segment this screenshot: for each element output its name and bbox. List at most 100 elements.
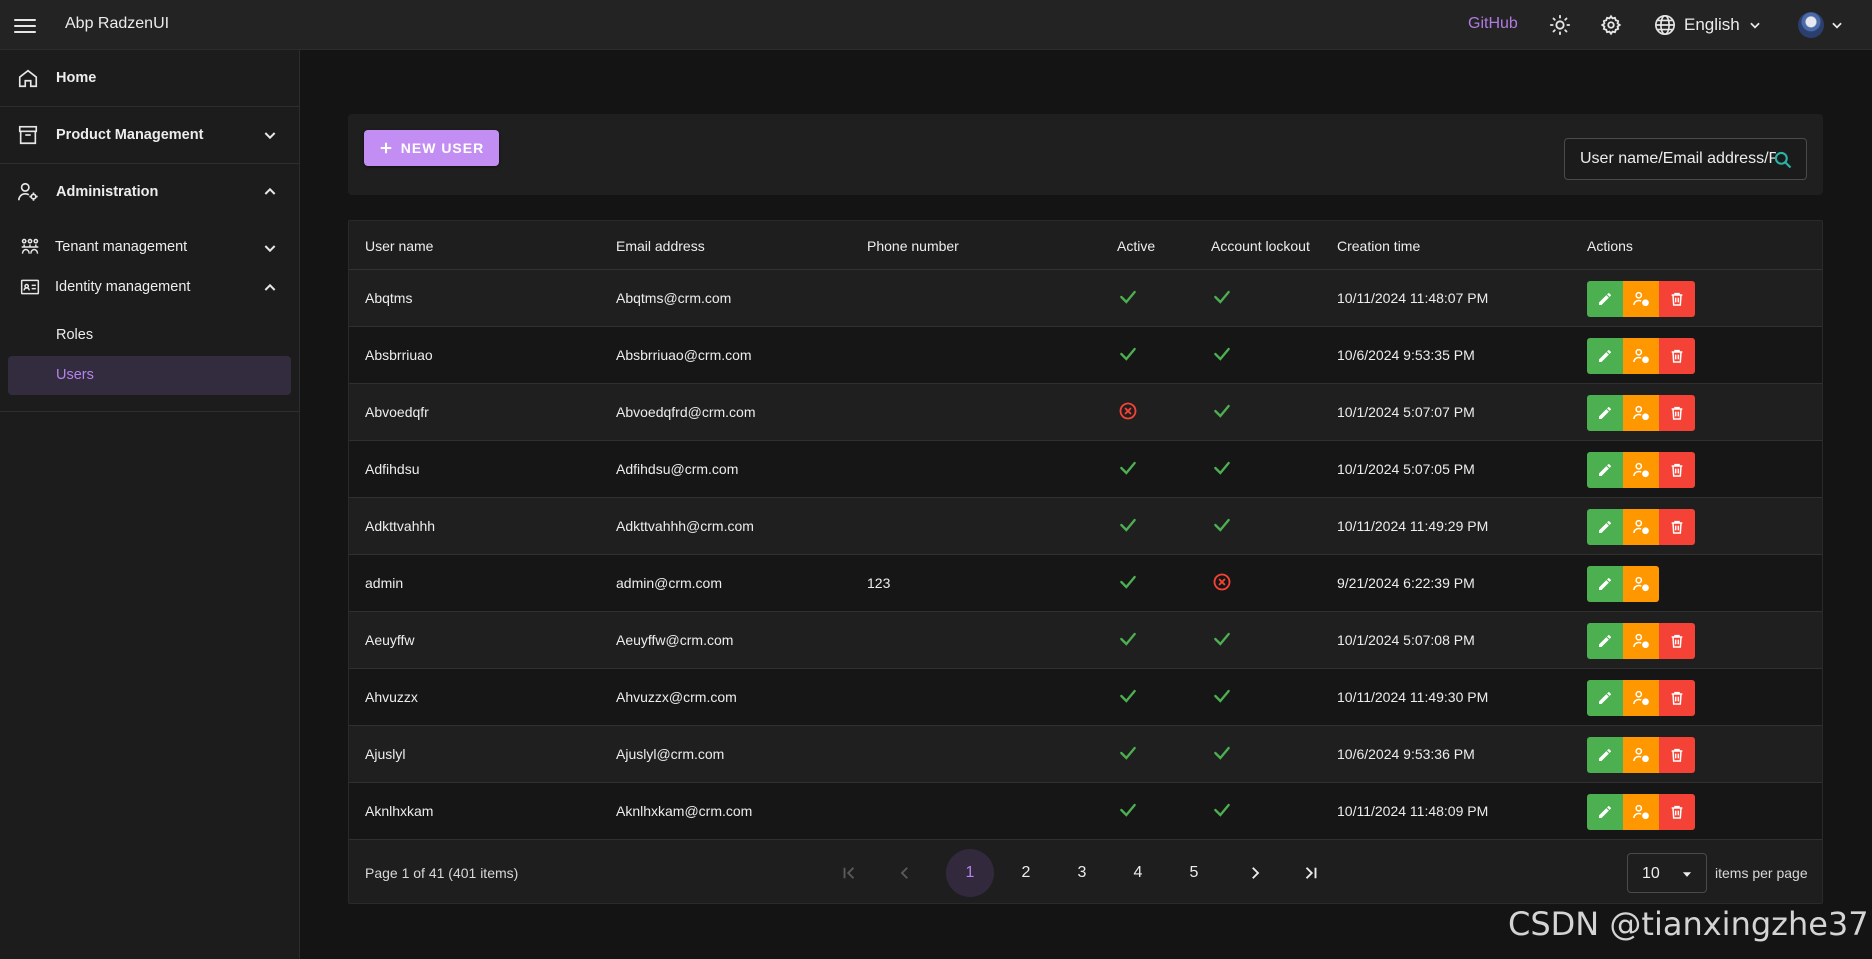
column-header-email[interactable]: Email address — [616, 238, 705, 254]
user-roles-button[interactable] — [1623, 395, 1659, 431]
previous-page-button[interactable] — [885, 853, 925, 893]
edit-button[interactable] — [1587, 737, 1623, 773]
cell-email: Absbrriuao@crm.com — [616, 347, 752, 363]
sidebar-item-product-management[interactable]: Product Management — [0, 107, 299, 163]
user-roles-button[interactable] — [1623, 509, 1659, 545]
delete-button[interactable] — [1659, 623, 1695, 659]
page-button-5[interactable]: 5 — [1189, 864, 1199, 881]
cell-email: Ajuslyl@crm.com — [616, 746, 725, 762]
cell-username: Abvoedqfr — [365, 404, 429, 420]
delete-button[interactable] — [1659, 509, 1695, 545]
table-row[interactable]: Aeuyffw Aeuyffw@crm.com 10/1/2024 5:07:08 … — [349, 612, 1822, 669]
user-menu[interactable] — [1798, 12, 1844, 38]
table-row[interactable]: Abvoedqfr Abvoedqfrd@crm.com 10/1/2024 5:0… — [349, 384, 1822, 441]
watermark: CSDN @tianxingzhe37 — [1508, 905, 1869, 943]
sidebar-item-users[interactable]: Users — [8, 356, 291, 395]
chevron-down-icon — [264, 245, 276, 253]
archive-icon — [18, 125, 38, 145]
delete-button[interactable] — [1659, 680, 1695, 716]
edit-button[interactable] — [1587, 395, 1623, 431]
sidebar-item-identity-management[interactable]: Identity management — [0, 268, 299, 308]
user-roles-button[interactable] — [1623, 338, 1659, 374]
edit-button[interactable] — [1587, 623, 1623, 659]
user-roles-icon — [1633, 462, 1649, 478]
user-roles-button[interactable] — [1623, 737, 1659, 773]
page-size-select[interactable]: 10 — [1627, 853, 1707, 893]
hamburger-icon[interactable] — [14, 15, 36, 35]
table-row[interactable]: Adkttvahhh Adkttvahhh@crm.com 10/11/2024 1… — [349, 498, 1822, 555]
column-header-phone[interactable]: Phone number — [867, 238, 959, 254]
column-header-username[interactable]: User name — [365, 238, 434, 254]
trash-icon — [1671, 292, 1683, 306]
table-row[interactable]: Abqtms Abqtms@crm.com 10/11/2024 11:48:07 … — [349, 270, 1822, 327]
chevron-left-icon — [900, 867, 908, 879]
sidebar-item-home[interactable]: Home — [0, 50, 299, 106]
page-button-4[interactable]: 4 — [1133, 864, 1143, 881]
table-row[interactable]: Adfihdsu Adfihdsu@crm.com 10/1/2024 5:07:0… — [349, 441, 1822, 498]
table-row[interactable]: Ahvuzzx Ahvuzzx@crm.com 10/11/2024 11:49:3… — [349, 669, 1822, 726]
user-roles-button[interactable] — [1623, 623, 1659, 659]
page-button-1[interactable]: 1 — [946, 849, 994, 897]
next-page-button[interactable] — [1235, 853, 1275, 893]
column-header-active[interactable]: Active — [1117, 238, 1156, 254]
sidebar-item-label: Administration — [56, 184, 159, 200]
cell-email: Adkttvahhh@crm.com — [616, 518, 754, 534]
last-page-button[interactable] — [1291, 853, 1331, 893]
table-row[interactable]: admin admin@crm.com 123 9/21/2024 6:22:39 P… — [349, 555, 1822, 612]
page-button-3[interactable]: 3 — [1077, 864, 1087, 881]
search-box — [1564, 138, 1807, 180]
sidebar-item-roles[interactable]: Roles — [8, 316, 291, 355]
column-header-lockout[interactable]: Account lockout — [1211, 238, 1310, 254]
search-input[interactable] — [1566, 140, 1776, 178]
check-icon — [1212, 458, 1232, 478]
edit-button[interactable] — [1587, 509, 1623, 545]
new-user-button[interactable]: NEW USER — [364, 130, 499, 166]
delete-button[interactable] — [1659, 281, 1695, 317]
language-label: English — [1684, 15, 1740, 34]
user-roles-button[interactable] — [1623, 680, 1659, 716]
language-selector[interactable]: English — [1654, 13, 1762, 37]
delete-button[interactable] — [1659, 395, 1695, 431]
sidebar-item-label: Identity management — [55, 279, 191, 295]
github-link[interactable]: GitHub — [1468, 15, 1518, 32]
cell-email: Ahvuzzx@crm.com — [616, 689, 737, 705]
globe-icon — [1655, 15, 1675, 35]
gear-icon[interactable] — [1600, 14, 1622, 36]
edit-button[interactable] — [1587, 680, 1623, 716]
cell-email: Aknlhxkam@crm.com — [616, 803, 753, 819]
cell-username: Adfihdsu — [365, 461, 420, 477]
delete-button[interactable] — [1659, 737, 1695, 773]
edit-button[interactable] — [1587, 794, 1623, 830]
search-icon[interactable] — [1773, 150, 1793, 170]
edit-button[interactable] — [1587, 281, 1623, 317]
table-row[interactable]: Ajuslyl Ajuslyl@crm.com 10/6/2024 9:53:36 … — [349, 726, 1822, 783]
edit-button[interactable] — [1587, 452, 1623, 488]
pager-summary: Page 1 of 41 (401 items) — [365, 865, 519, 881]
new-user-label: NEW USER — [400, 140, 485, 156]
sidebar-item-administration[interactable]: Administration — [0, 164, 299, 220]
user-roles-button[interactable] — [1623, 452, 1659, 488]
first-page-button[interactable] — [829, 853, 869, 893]
user-roles-button[interactable] — [1623, 794, 1659, 830]
page-button-2[interactable]: 2 — [1021, 864, 1031, 881]
pencil-icon — [1599, 748, 1611, 761]
sidebar-item-label: Product Management — [56, 127, 204, 143]
cell-email: Adfihdsu@crm.com — [616, 461, 739, 477]
delete-button[interactable] — [1659, 338, 1695, 374]
user-roles-button[interactable] — [1623, 281, 1659, 317]
column-header-creation-time[interactable]: Creation time — [1337, 238, 1421, 254]
edit-button[interactable] — [1587, 338, 1623, 374]
cell-creation-time: 10/11/2024 11:48:07 PM — [1337, 290, 1489, 306]
check-icon — [1118, 344, 1138, 364]
sidebar-item-tenant-management[interactable]: Tenant management — [0, 228, 299, 268]
table-row[interactable]: Absbrriuao Absbrriuao@crm.com 10/6/2024 9:… — [349, 327, 1822, 384]
user-roles-button[interactable] — [1623, 566, 1659, 602]
delete-button[interactable] — [1659, 452, 1695, 488]
chevron-right-icon — [1252, 867, 1260, 879]
cell-username: Ahvuzzx — [365, 689, 418, 705]
sun-icon[interactable] — [1549, 14, 1571, 36]
cell-username: Aeuyffw — [365, 632, 415, 648]
table-row[interactable]: Aknlhxkam Aknlhxkam@crm.com 10/11/2024 11:… — [349, 783, 1822, 840]
edit-button[interactable] — [1587, 566, 1623, 602]
delete-button[interactable] — [1659, 794, 1695, 830]
